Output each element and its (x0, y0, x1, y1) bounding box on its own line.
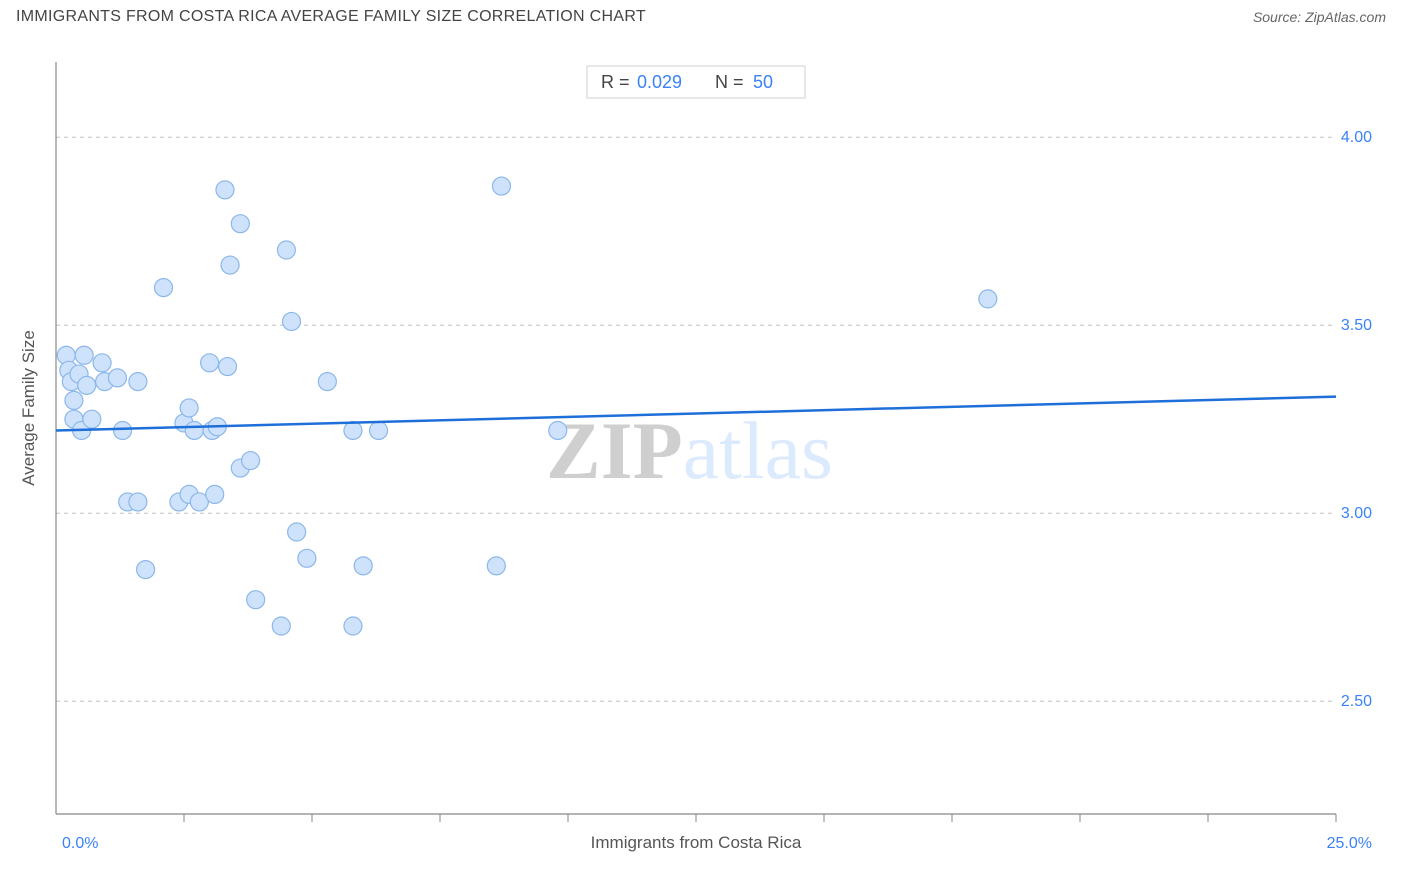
scatter-point (288, 523, 306, 541)
watermark: ZIPatlas (546, 405, 833, 496)
scatter-point (487, 557, 505, 575)
scatter-point (108, 369, 126, 387)
scatter-point (247, 591, 265, 609)
r-label: R = (601, 72, 630, 92)
scatter-point (272, 617, 290, 635)
chart-container: 2.50 3.00 3.50 4.00 ZIPatlas R = 0.029 N = 50 Imm… (16, 44, 1390, 864)
scatter-point (129, 373, 147, 391)
scatter-point (221, 256, 239, 274)
scatter-point (75, 346, 93, 364)
y-tick-label: 4.00 (1341, 129, 1372, 146)
n-value: 50 (753, 72, 773, 92)
scatter-point (180, 399, 198, 417)
scatter-point (201, 354, 219, 372)
scatter-point (93, 354, 111, 372)
y-tick-label: 3.50 (1341, 317, 1372, 334)
scatter-point (231, 215, 249, 233)
scatter-point (549, 421, 567, 439)
scatter-point (219, 358, 237, 376)
y-tick-label: 2.50 (1341, 693, 1372, 710)
scatter-point (318, 373, 336, 391)
scatter-point (114, 421, 132, 439)
scatter-point (354, 557, 372, 575)
scatter-point (129, 493, 147, 511)
n-label: N = (715, 72, 744, 92)
scatter-point (242, 452, 260, 470)
scatter-point (65, 391, 83, 409)
x-axis-label: Immigrants from Costa Rica (591, 833, 802, 852)
scatter-point (216, 181, 234, 199)
y-tick-label: 3.00 (1341, 505, 1372, 522)
scatter-point (83, 410, 101, 428)
scatter-point (370, 421, 388, 439)
x-max-label: 25.0% (1327, 835, 1372, 852)
scatter-point (155, 279, 173, 297)
chart-header: IMMIGRANTS FROM COSTA RICA AVERAGE FAMIL… (0, 0, 1406, 34)
scatter-point (344, 617, 362, 635)
chart-title: IMMIGRANTS FROM COSTA RICA AVERAGE FAMIL… (16, 8, 646, 26)
scatter-point (277, 241, 295, 259)
scatter-chart-svg: 2.50 3.00 3.50 4.00 ZIPatlas R = 0.029 N = 50 Imm… (16, 44, 1390, 864)
scatter-point (206, 485, 224, 503)
scatter-point (298, 549, 316, 567)
scatter-point (344, 421, 362, 439)
source-attribution: Source: ZipAtlas.com (1253, 9, 1386, 25)
scatter-point (283, 312, 301, 330)
scatter-point (185, 421, 203, 439)
scatter-point (78, 376, 96, 394)
r-value: 0.029 (637, 72, 682, 92)
scatter-point (137, 561, 155, 579)
x-min-label: 0.0% (62, 835, 98, 852)
scatter-point (492, 177, 510, 195)
scatter-point (979, 290, 997, 308)
y-axis-label: Average Family Size (19, 330, 38, 486)
